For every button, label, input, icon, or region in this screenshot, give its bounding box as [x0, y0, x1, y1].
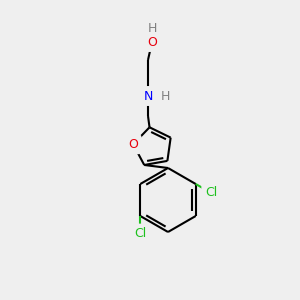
Text: Cl: Cl [134, 227, 146, 240]
Text: H: H [147, 22, 157, 34]
Text: N: N [143, 89, 153, 103]
Text: O: O [128, 138, 138, 151]
Text: H: H [160, 89, 170, 103]
Text: O: O [147, 35, 157, 49]
Text: Cl: Cl [205, 186, 217, 199]
